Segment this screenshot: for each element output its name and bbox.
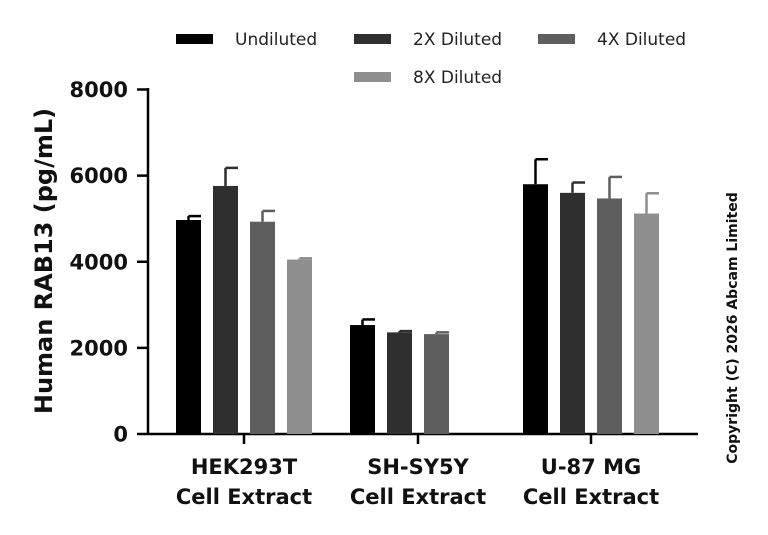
x-tick-label: HEK293T <box>191 455 298 479</box>
bar <box>350 325 375 434</box>
y-tick-label: 6000 <box>70 164 128 188</box>
legend-label: 4X Diluted <box>597 30 686 50</box>
bar <box>213 185 238 434</box>
bar <box>597 198 622 434</box>
legend-swatch <box>176 34 213 44</box>
legend-label: Undiluted <box>235 30 317 50</box>
legend-label: 2X Diluted <box>413 30 502 50</box>
y-tick-label: 4000 <box>70 250 128 274</box>
x-tick-label: Cell Extract <box>350 485 486 509</box>
bars <box>176 184 659 434</box>
copyright-text: Copyright (C) 2026 Abcam Limited <box>725 192 741 463</box>
x-axis: HEK293T Cell Extract SH-SY5Y Cell Extract U-… <box>148 432 698 509</box>
bar <box>287 259 312 434</box>
legend-swatch <box>538 34 575 44</box>
y-tick-label: 8000 <box>70 78 128 102</box>
bar <box>523 184 548 434</box>
bar <box>176 219 201 434</box>
y-tick-label: 2000 <box>70 336 128 360</box>
bar <box>387 332 412 434</box>
bar <box>250 221 275 434</box>
x-tick-label: Cell Extract <box>523 485 659 509</box>
legend-swatch <box>354 34 391 44</box>
legend: Undiluted 2X Diluted 4X Diluted 8X Diluted <box>176 30 686 88</box>
y-axis-label: Human RAB13 (pg/mL) <box>30 108 58 414</box>
legend-label: 8X Diluted <box>413 68 502 88</box>
y-tick-label: 0 <box>113 423 128 447</box>
x-tick-label: SH-SY5Y <box>367 455 469 479</box>
bar <box>424 334 449 434</box>
bar <box>560 192 585 434</box>
x-tick-label: Cell Extract <box>176 485 312 509</box>
error-bars <box>187 158 659 335</box>
y-axis: 0 2000 4000 6000 8000 <box>70 78 150 447</box>
x-tick-label: U-87 MG <box>541 455 641 479</box>
bar <box>634 213 659 434</box>
legend-swatch <box>354 72 391 82</box>
